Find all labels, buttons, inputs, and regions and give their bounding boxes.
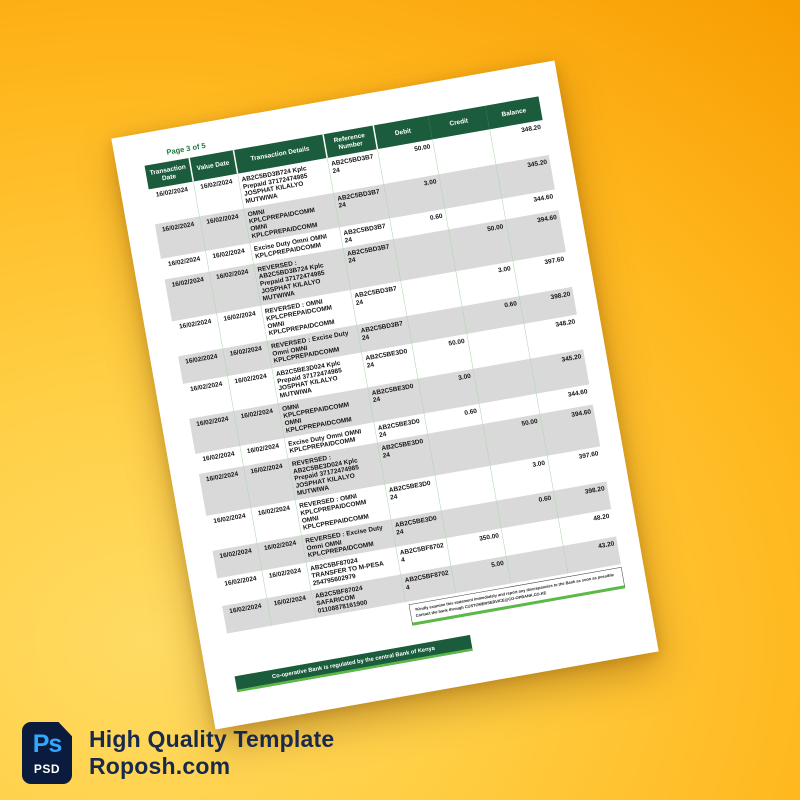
bank-statement-page: Page 3 of 5 Transaction Date Value Date …: [111, 60, 659, 730]
psd-format-label: PSD: [33, 762, 61, 776]
transactions-body: 16/02/2024 16/02/2024 AB2C5BD3B724 Kplc Pr…: [149, 119, 621, 634]
ps-logo-text: Ps: [32, 730, 63, 758]
transactions-table: Transaction Date Value Date Transaction …: [144, 96, 621, 634]
photoshop-psd-badge-icon: Ps PSD: [22, 722, 72, 784]
brand-footer: Ps PSD High Quality Template Roposh.com: [22, 722, 334, 784]
caption-website: Roposh.com: [89, 753, 231, 779]
regulatory-footer-bar: Co-operative Bank is regulated by the ce…: [234, 634, 473, 693]
caption-title: High Quality Template: [89, 725, 335, 752]
brand-caption: High Quality Template Roposh.com: [89, 726, 334, 780]
